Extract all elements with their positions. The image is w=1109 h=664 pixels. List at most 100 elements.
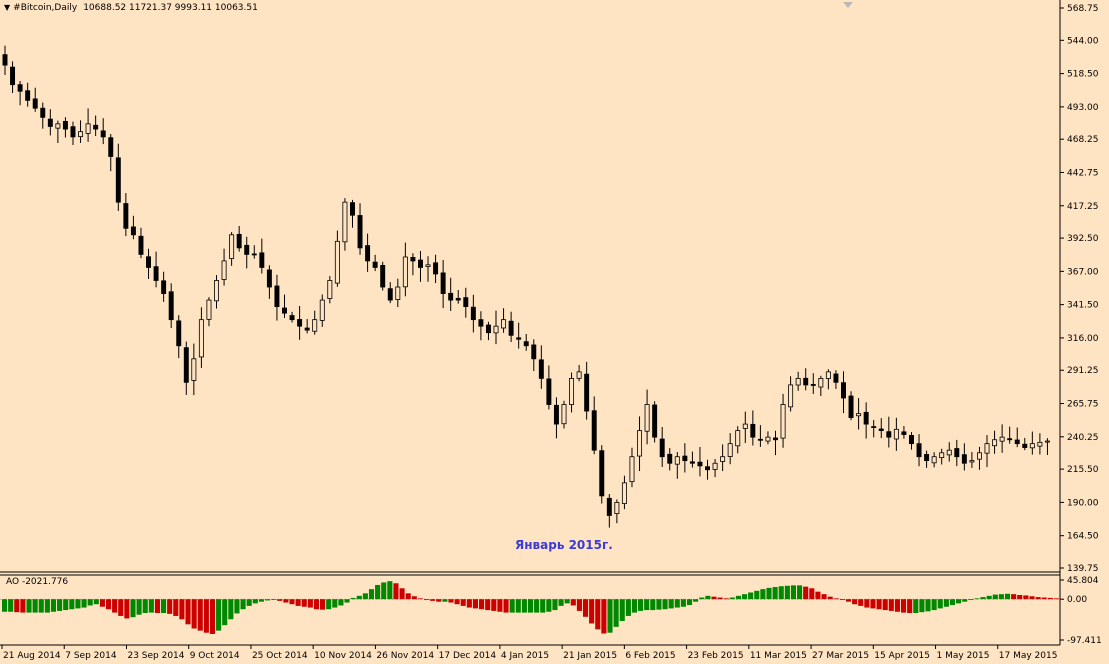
ao-bar [497, 599, 503, 612]
ao-bar [44, 599, 50, 613]
candle-body [251, 253, 257, 256]
ao-bar [1011, 594, 1017, 600]
ao-bar [662, 599, 668, 610]
ao-bar [271, 599, 277, 601]
candle-body [924, 454, 930, 462]
ao-bar [399, 588, 405, 600]
candle-body [1014, 439, 1020, 445]
ao-bar [411, 596, 417, 600]
ao-bar [38, 599, 44, 613]
candle-body [878, 428, 884, 432]
shift-marker-icon[interactable] [843, 2, 853, 8]
candle-body [168, 291, 174, 321]
ao-bar [338, 599, 344, 606]
ao-bar [491, 599, 497, 611]
candle-body [727, 443, 733, 457]
candle-body [357, 215, 363, 249]
candle-body [229, 234, 235, 259]
ao-bar [735, 595, 741, 600]
time-tick-label: 21 Aug 2014 [3, 651, 61, 661]
candle-body [720, 456, 726, 462]
ao-bar [32, 599, 38, 613]
candle-body [705, 466, 710, 471]
time-tick-label: 17 Dec 2014 [439, 651, 497, 661]
candle-body [886, 431, 892, 438]
ao-bar [894, 599, 900, 612]
candle-body [614, 502, 620, 515]
ao-bar [631, 599, 638, 613]
ao-tick-label: 45.804 [1067, 576, 1099, 586]
chart-header: ▼ #Bitcoin,Daily 10688.52 11721.37 9993.11… [4, 3, 258, 13]
ao-tick-label: -97.411 [1067, 636, 1102, 646]
ao-bar [980, 597, 986, 600]
candle-body [931, 456, 937, 464]
candle-body [176, 320, 182, 347]
candle-body [546, 378, 552, 405]
candle-body [999, 436, 1005, 442]
candle-body [682, 455, 688, 462]
candle-body [833, 373, 839, 383]
ao-bar [797, 585, 803, 600]
candle-body [553, 404, 559, 425]
ao-bar [686, 599, 693, 606]
dropdown-triangle-icon[interactable]: ▼ [4, 3, 11, 12]
price-tick-label: 493.00 [1067, 103, 1099, 113]
ao-bar [375, 584, 381, 600]
candle-body [455, 297, 461, 301]
ao-bar [625, 599, 631, 616]
candle-body [2, 54, 8, 66]
ao-bar [570, 599, 576, 606]
ao-bar [576, 599, 582, 611]
ao-bar [8, 599, 14, 612]
ao-bar [729, 597, 735, 600]
price-tick-label: 164.50 [1067, 532, 1099, 542]
price-axis: 568.75 544.00 518.50 493.00 468.25 442.75 417.… [1060, 4, 1099, 574]
candle-body [1029, 443, 1035, 449]
candle-body [825, 371, 831, 380]
candle-body [146, 256, 152, 268]
candle-body [380, 265, 386, 288]
price-tick-label: 291.25 [1067, 366, 1099, 376]
candle-body [1044, 440, 1050, 443]
candle-body [954, 448, 960, 458]
ao-bar [142, 599, 148, 614]
symbol-title: #Bitcoin,Daily [13, 3, 78, 13]
candle-body [750, 423, 756, 438]
candle-body [266, 269, 272, 288]
candle-body [40, 107, 46, 118]
candle-body [765, 436, 771, 442]
ao-bar [191, 599, 197, 629]
ao-bar [252, 599, 258, 604]
ao-bar [466, 599, 472, 608]
candle-body [440, 272, 446, 294]
ao-bar [264, 599, 271, 601]
time-tick-label: 10 Nov 2014 [314, 651, 372, 661]
price-tick-label: 392.50 [1067, 234, 1099, 244]
ao-bar [344, 599, 350, 603]
ao-bar [283, 599, 289, 603]
ao-bar [356, 595, 362, 600]
candle-body [297, 319, 303, 327]
candle-body [115, 157, 121, 203]
ao-bar [674, 599, 680, 608]
ao-bar [50, 599, 57, 612]
candle-body [153, 266, 159, 281]
ao-bar [63, 599, 69, 611]
ao-bar [448, 599, 454, 603]
candle-body [795, 377, 801, 386]
price-tick-label: 367.00 [1067, 267, 1099, 277]
time-tick-label: 1 May 2015 [937, 651, 990, 661]
price-tick-label: 316.00 [1067, 334, 1099, 344]
ao-pane [0, 581, 1060, 634]
candle-body [417, 259, 423, 268]
ao-bar [93, 599, 99, 605]
candle-body [810, 384, 816, 386]
ao-bar [772, 587, 778, 600]
ao-bar [534, 599, 540, 613]
candle-body [448, 292, 454, 301]
ao-bar [203, 599, 209, 633]
candle-body [621, 482, 627, 504]
ao-bar [638, 599, 644, 611]
